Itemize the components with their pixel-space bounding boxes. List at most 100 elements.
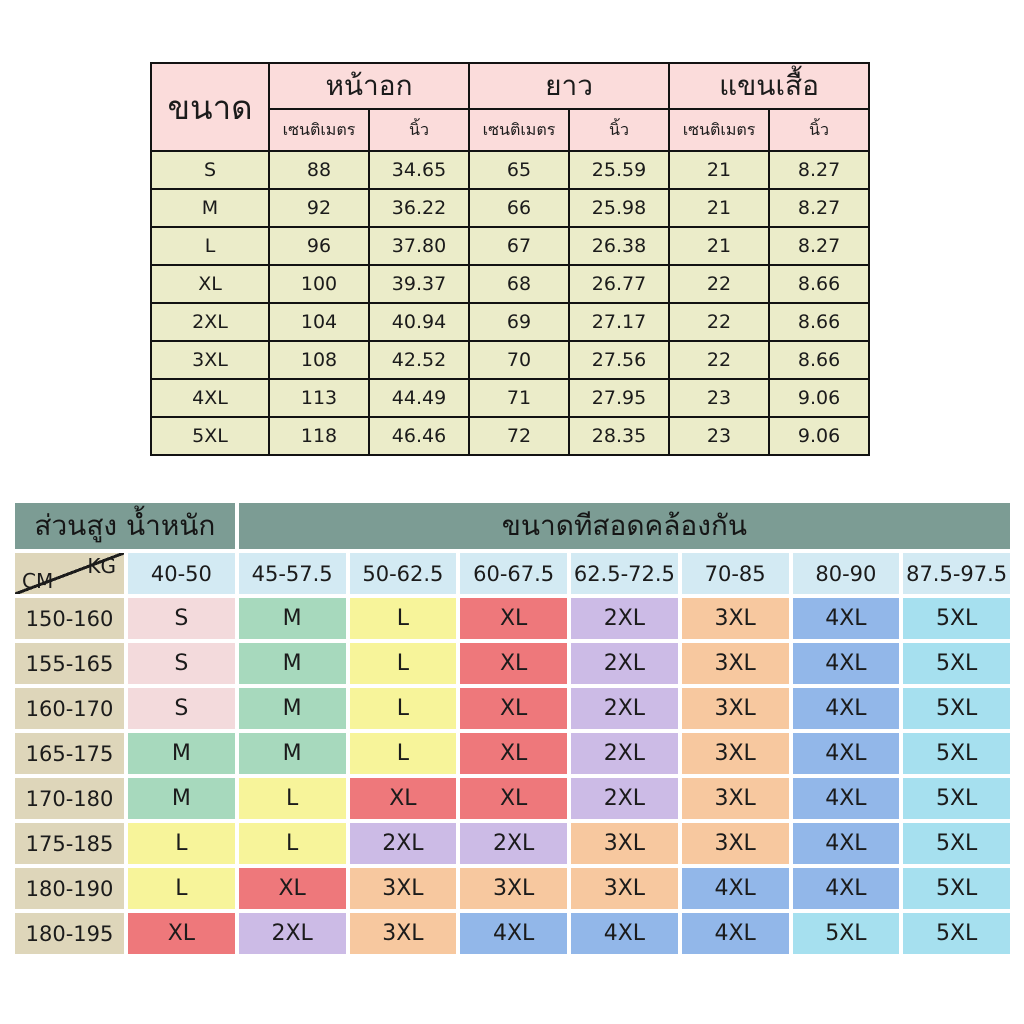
recommended-size-cell: 3XL — [571, 823, 678, 864]
recommended-size-cell: 5XL — [903, 913, 1010, 954]
measurement-value-cell: 68 — [468, 264, 570, 304]
measurement-value-cell: 25.98 — [567, 188, 671, 228]
height-range-cell: 180-195 — [15, 913, 124, 954]
measurement-value-cell: 8.66 — [768, 340, 871, 380]
measurement-value-cell: 42.52 — [368, 340, 470, 380]
length-cm-header: เซนติเมตร — [468, 108, 570, 152]
recommended-size-cell: 4XL — [792, 733, 900, 774]
recommended-size-cell: 2XL — [571, 688, 678, 729]
size-label-cell: L — [150, 226, 270, 266]
height-range-cell: 175-185 — [15, 823, 124, 864]
recommended-size-cell: 4XL — [792, 598, 900, 639]
recommended-size-cell: 4XL — [792, 688, 900, 729]
recommended-size-cell: 4XL — [681, 913, 789, 954]
recommended-size-cell: M — [128, 733, 235, 774]
measurement-value-cell: 23 — [668, 378, 771, 418]
measurement-value-cell: 22 — [668, 264, 771, 304]
measurement-value-cell: 27.56 — [567, 340, 671, 380]
match-table-row: 180-195 XL 2XL 3XL 4XL 4XL 4XL 5XL 5XL — [15, 913, 1010, 954]
sleeve-inch-header: นิ้ว — [768, 108, 871, 152]
chest-inch-header: นิ้ว — [368, 108, 470, 152]
measurement-value-cell: 34.65 — [368, 150, 470, 190]
recommended-size-cell: S — [128, 598, 235, 639]
recommended-size-cell: 3XL — [681, 598, 789, 639]
size-table-row: XL 100 39.37 68 26.77 22 8.66 — [150, 264, 871, 304]
size-label-cell: M — [150, 188, 270, 228]
sleeve-cm-header: เซนติเมตร — [668, 108, 771, 152]
measurement-value-cell: 71 — [468, 378, 570, 418]
weight-range-header: 80-90 — [792, 553, 900, 594]
measurement-value-cell: 21 — [668, 188, 771, 228]
measurement-value-cell: 88 — [268, 150, 370, 190]
measurement-value-cell: 37.80 — [368, 226, 470, 266]
recommended-size-cell: XL — [349, 778, 457, 819]
size-table-row: 5XL 118 46.46 72 28.35 23 9.06 — [150, 416, 871, 456]
match-table-row: 165-175 M M L XL 2XL 3XL 4XL 5XL — [15, 733, 1010, 774]
recommended-size-cell: L — [238, 778, 346, 819]
match-table-row: 175-185 L L 2XL 2XL 3XL 3XL 4XL 5XL — [15, 823, 1010, 864]
weight-range-header: 50-62.5 — [349, 553, 457, 594]
size-matching-table: ส่วนสูง น้ำหนัก ขนาดทีสอดคล้องกัน KG CM … — [11, 499, 1014, 958]
measurement-value-cell: 104 — [268, 302, 370, 342]
measurement-value-cell: 108 — [268, 340, 370, 380]
size-measurement-table: ขนาด หน้าอก ยาว แขนเสื้อ เซนติเมตร นิ้ว … — [150, 62, 871, 456]
matching-sizes-title: ขนาดทีสอดคล้องกัน — [238, 503, 1010, 549]
recommended-size-cell: 4XL — [792, 643, 900, 684]
measurement-value-cell: 27.17 — [567, 302, 671, 342]
recommended-size-cell: L — [238, 823, 346, 864]
measurement-value-cell: 44.49 — [368, 378, 470, 418]
measurement-value-cell: 36.22 — [368, 188, 470, 228]
measurement-value-cell: 8.27 — [768, 226, 871, 266]
measurement-value-cell: 100 — [268, 264, 370, 304]
cm-label: CM — [22, 569, 54, 593]
recommended-size-cell: L — [349, 598, 457, 639]
measurement-value-cell: 26.38 — [567, 226, 671, 266]
height-range-cell: 165-175 — [15, 733, 124, 774]
recommended-size-cell: 5XL — [792, 913, 900, 954]
recommended-size-cell: 3XL — [681, 733, 789, 774]
measurement-value-cell: 8.27 — [768, 188, 871, 228]
length-group-header: ยาว — [467, 62, 671, 110]
recommended-size-cell: 4XL — [460, 913, 567, 954]
size-label-cell: 2XL — [150, 302, 270, 342]
measurement-value-cell: 23 — [668, 416, 771, 456]
size-table-row: L 96 37.80 67 26.38 21 8.27 — [150, 226, 871, 266]
recommended-size-cell: 4XL — [571, 913, 678, 954]
measurement-value-cell: 96 — [268, 226, 370, 266]
recommended-size-cell: 5XL — [903, 688, 1010, 729]
recommended-size-cell: 3XL — [460, 868, 567, 909]
measurement-value-cell: 72 — [468, 416, 570, 456]
measurement-value-cell: 40.94 — [368, 302, 470, 342]
height-range-cell: 180-190 — [15, 868, 124, 909]
measurement-value-cell: 25.59 — [567, 150, 671, 190]
weight-range-header: 87.5-97.5 — [903, 553, 1010, 594]
recommended-size-cell: M — [238, 733, 346, 774]
height-range-cell: 160-170 — [15, 688, 124, 729]
recommended-size-cell: M — [238, 643, 346, 684]
weight-range-header: 60-67.5 — [460, 553, 567, 594]
measurement-value-cell: 70 — [468, 340, 570, 380]
match-table-body: 150-160 S M L XL 2XL 3XL 4XL 5XL 155-165 S M L XL 2XL 3… — [15, 598, 1010, 954]
recommended-size-cell: S — [128, 688, 235, 729]
recommended-size-cell: 5XL — [903, 733, 1010, 774]
recommended-size-cell: XL — [460, 778, 567, 819]
match-table-row: 150-160 S M L XL 2XL 3XL 4XL 5XL — [15, 598, 1010, 639]
size-table-row: 3XL 108 42.52 70 27.56 22 8.66 — [150, 340, 871, 380]
sleeve-group-header: แขนเสื้อ — [668, 62, 871, 110]
size-label-cell: 3XL — [150, 340, 270, 380]
recommended-size-cell: 3XL — [681, 823, 789, 864]
recommended-size-cell: 2XL — [460, 823, 567, 864]
measurement-value-cell: 118 — [268, 416, 370, 456]
weight-range-header: 62.5-72.5 — [571, 553, 678, 594]
measurement-value-cell: 69 — [468, 302, 570, 342]
recommended-size-cell: 3XL — [349, 913, 457, 954]
recommended-size-cell: XL — [460, 733, 567, 774]
recommended-size-cell: 4XL — [792, 868, 900, 909]
recommended-size-cell: L — [128, 823, 235, 864]
recommended-size-cell: 5XL — [903, 643, 1010, 684]
measurement-value-cell: 9.06 — [768, 378, 871, 418]
height-range-cell: 155-165 — [15, 643, 124, 684]
recommended-size-cell: L — [349, 643, 457, 684]
measurement-value-cell: 66 — [468, 188, 570, 228]
chest-cm-header: เซนติเมตร — [268, 108, 370, 152]
